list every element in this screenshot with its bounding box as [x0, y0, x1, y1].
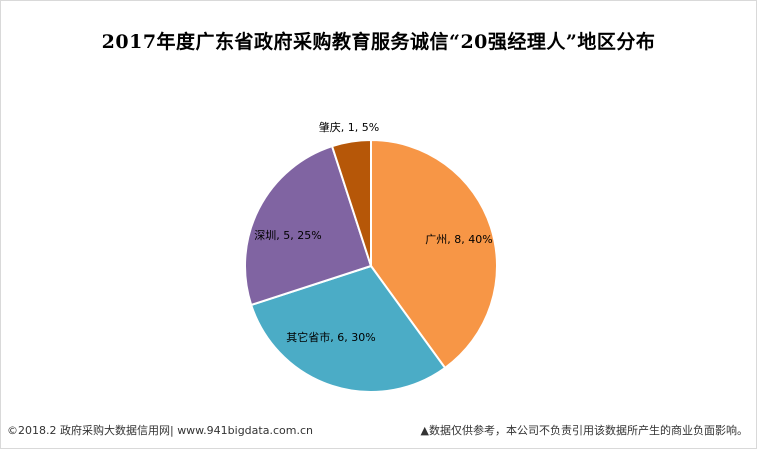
pie-slice-0	[370, 138, 498, 370]
pie-slice-3	[330, 138, 372, 267]
pie-slice-2	[244, 144, 373, 307]
slice-label-3: 肇庆, 1, 5%	[319, 120, 379, 134]
slice-label-1: 其它省市, 6, 30%	[286, 330, 375, 344]
slice-label-2: 深圳, 5, 25%	[254, 229, 321, 242]
pie-slice-1	[249, 264, 447, 393]
disclaimer-note: ▲数据仅供参考，本公司不负责引用该数据所产生的商业负面影响。	[420, 424, 748, 437]
source-credit: ©2018.2 政府采购大数据信用网| www.941bigdata.com.c…	[7, 424, 313, 437]
chart-title: 2017年度广东省政府采购教育服务诚信“20强经理人”地区分布	[101, 31, 656, 53]
slice-label-0: 广州, 8, 40%	[425, 233, 492, 246]
